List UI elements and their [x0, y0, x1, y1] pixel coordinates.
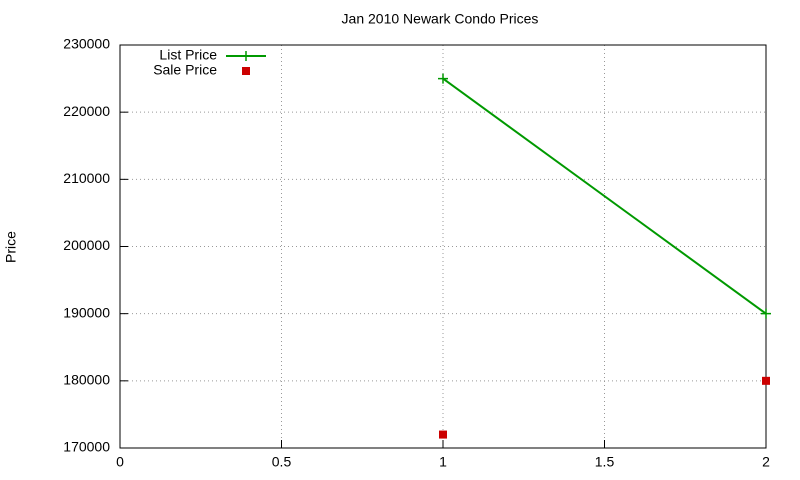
- point: [762, 376, 770, 385]
- point: [761, 308, 771, 319]
- legend-label: List Price: [159, 47, 217, 63]
- chart-title: Jan 2010 Newark Condo Prices: [342, 11, 539, 27]
- plot-border: [119, 44, 767, 449]
- y-tick-label: 200000: [63, 237, 110, 253]
- legend-swatch: [242, 67, 250, 75]
- point: [439, 430, 447, 439]
- y-tick-label: 220000: [63, 103, 110, 119]
- y-tick-label: 170000: [63, 439, 110, 455]
- legend-swatch: [241, 51, 251, 61]
- point: [438, 73, 448, 84]
- series-line: [442, 77, 767, 315]
- x-tick-label: 0.5: [272, 454, 292, 470]
- x-tick-label: 2: [762, 454, 770, 470]
- y-tick-label: 210000: [63, 170, 110, 186]
- x-tick-label: 1: [439, 454, 447, 470]
- x-tick-label: 0: [116, 454, 124, 470]
- legend-label: Sale Price: [153, 62, 217, 78]
- y-tick-label: 180000: [63, 372, 110, 388]
- y-axis-label: Price: [3, 231, 19, 263]
- x-tick-label: 1.5: [595, 454, 615, 470]
- y-tick-label: 190000: [63, 304, 110, 320]
- y-tick-label: 230000: [63, 36, 110, 52]
